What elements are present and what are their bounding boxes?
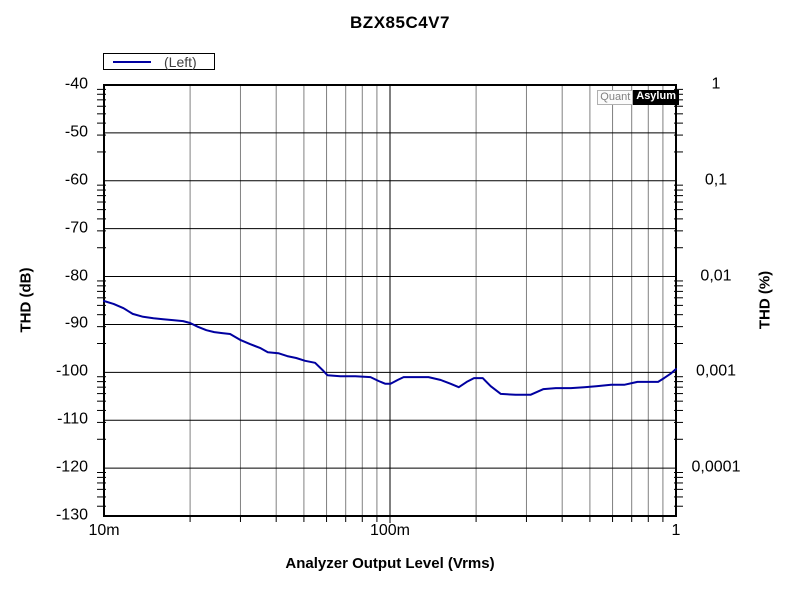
y-axis-tick-label-right: 0,01 <box>700 267 732 285</box>
y-axis-tick-label-left: -40 <box>64 75 88 93</box>
y-axis-tick-label-right: 0,0001 <box>691 458 741 476</box>
x-axis-tick-label: 100m <box>369 522 411 539</box>
y-axis-tick-label-left: -90 <box>64 315 88 333</box>
y-axis-tick-label-left: -100 <box>55 362 88 380</box>
watermark-asylum-text: Asylum <box>633 90 679 105</box>
x-axis-title: Analyzer Output Level (Vrms) <box>285 555 495 572</box>
y-axis-tick-label-left: -60 <box>64 171 88 189</box>
legend-line-swatch <box>113 60 151 63</box>
quantasylum-watermark: Quant Asylum <box>597 90 679 105</box>
y-axis-tick-label-right: 0,001 <box>695 362 737 380</box>
y-axis-tick-label-left: -120 <box>55 458 88 476</box>
thd-data-curve <box>103 300 677 396</box>
y-axis-tick-label-right: 1 <box>711 75 721 93</box>
y-axis-tick-label-right: 0,1 <box>704 171 728 189</box>
legend-series-label: (Left) <box>164 53 197 70</box>
page-title: BZX85C4V7 <box>350 13 450 32</box>
x-axis-tick-label: 10m <box>88 522 120 539</box>
y-axis-tick-label-left: -50 <box>64 123 88 141</box>
y-axis-title-right: THD (%) <box>756 270 774 330</box>
y-axis-tick-label-left: -70 <box>64 219 88 237</box>
y-axis-tick-label-left: -110 <box>57 410 88 428</box>
y-axis-tick-label-left: -80 <box>64 267 88 285</box>
x-axis-tick-label: 1 <box>671 522 681 539</box>
y-axis-tick-label-left: -130 <box>55 506 88 524</box>
legend-box: (Left) <box>103 53 215 70</box>
watermark-quant-text: Quant <box>597 90 634 105</box>
